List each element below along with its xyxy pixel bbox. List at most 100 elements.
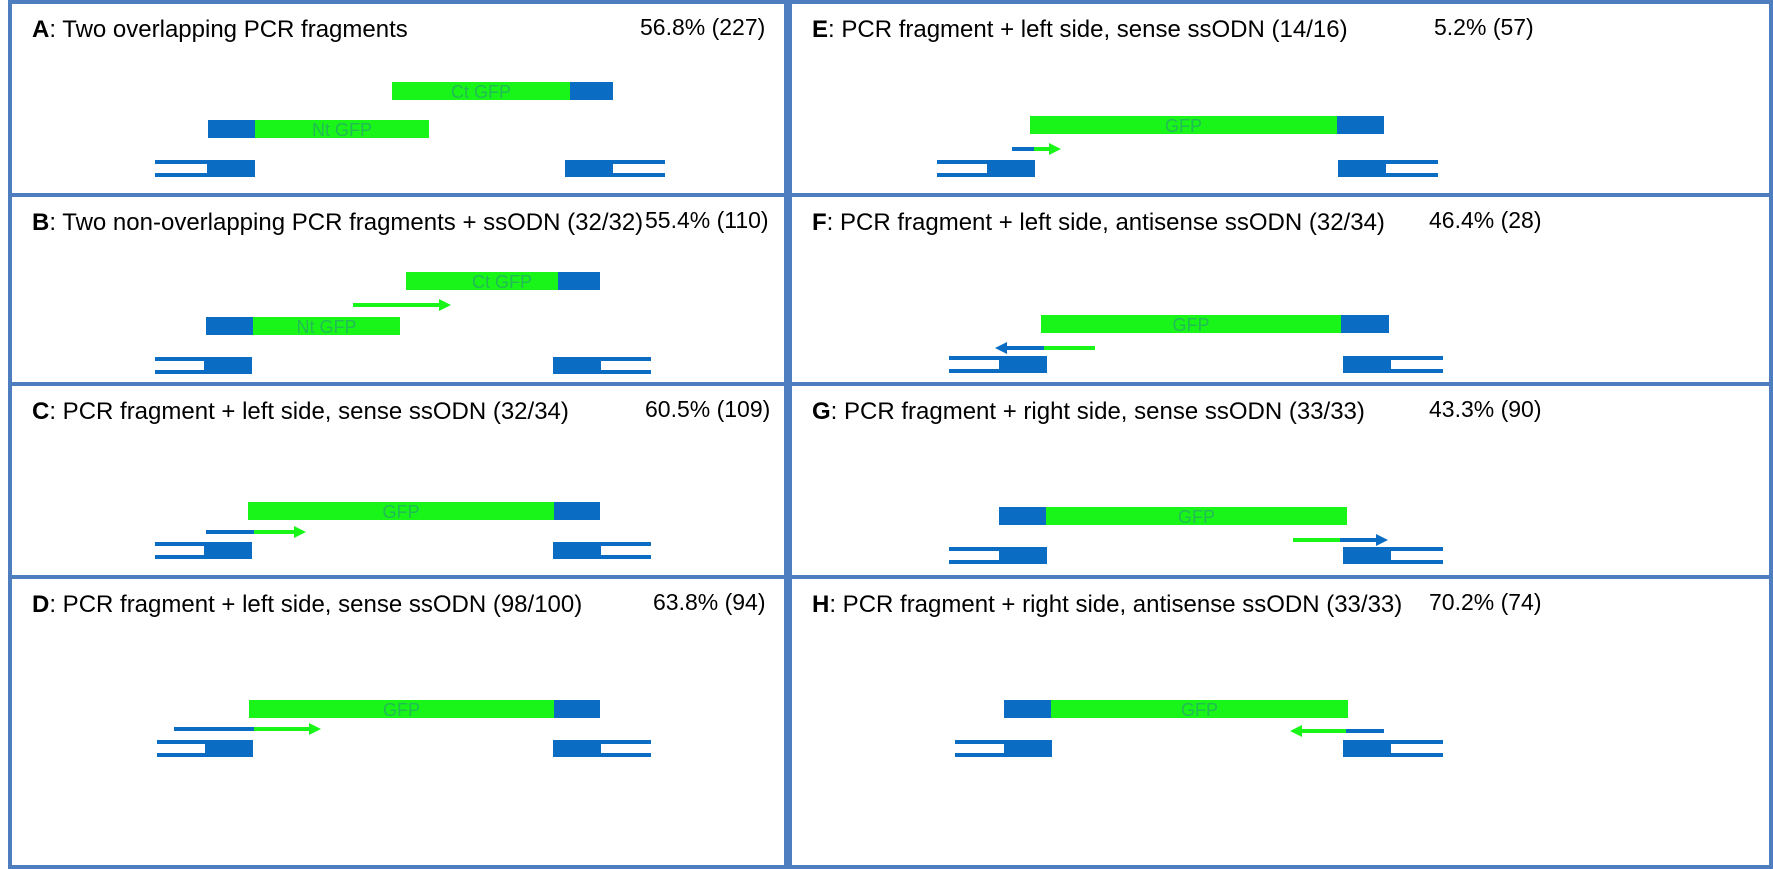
panel-b: B: Two non-overlapping PCR fragments + s… — [8, 193, 788, 386]
left-locus-block — [987, 160, 1035, 177]
right-locus-line-top — [613, 160, 665, 164]
nt-gfp-label: Nt GFP — [296, 317, 357, 337]
right-locus-block — [553, 740, 601, 757]
gfp-label: GFP — [1180, 700, 1218, 720]
panel-title-text: : PCR fragment + left side, sense ssODN … — [828, 16, 1348, 43]
gfp-label: GFP — [1177, 507, 1215, 527]
panel-title: A: Two overlapping PCR fragments — [32, 16, 408, 44]
ssodn-arm-segment — [1007, 346, 1044, 350]
right-locus-line-bottom — [613, 173, 665, 177]
nt-gfp-bar — [253, 317, 400, 335]
gfp-bar — [248, 502, 554, 520]
ssodn-arrow-head — [294, 526, 306, 538]
panel-stat: 56.8% (227) — [640, 14, 766, 40]
left-locus-block — [999, 356, 1047, 373]
panel-title-text: : PCR fragment + right side, antisense s… — [829, 591, 1403, 618]
gfp-bar — [1051, 700, 1348, 718]
left-homology-arm — [999, 507, 1046, 525]
ssodn-arrow-line — [353, 303, 439, 307]
right-locus-line-top — [1386, 160, 1438, 164]
left-locus-block — [205, 740, 253, 757]
ssodn-arrow-line — [254, 530, 294, 534]
ssodn-arm-segment — [1012, 147, 1034, 151]
panel-title-text: : PCR fragment + left side, antisense ss… — [826, 209, 1385, 236]
right-homology-arm — [554, 700, 600, 718]
right-locus-line-top — [601, 357, 651, 361]
ssodn-arm-segment — [1340, 538, 1376, 542]
panel-title: H: PCR fragment + right side, antisense … — [812, 591, 1402, 619]
right-homology-arm — [1337, 116, 1384, 134]
left-locus-line-bottom — [937, 173, 987, 177]
ssodn-arrow-line — [1034, 147, 1049, 151]
right-locus-line-bottom — [601, 370, 651, 374]
right-homology-arm — [558, 272, 600, 290]
left-locus-line-top — [955, 740, 1004, 744]
right-locus-block — [1338, 160, 1386, 177]
right-locus-line-bottom — [1391, 560, 1443, 564]
gfp-label: GFP — [1172, 315, 1210, 335]
panel-title-text: : PCR fragment + right side, sense ssODN… — [830, 398, 1365, 425]
ssodn-arrow-head — [995, 342, 1007, 354]
right-locus-line-top — [601, 542, 651, 546]
left-locus-line-top — [949, 547, 999, 551]
right-locus-block — [1343, 356, 1391, 373]
left-locus-block — [1004, 740, 1052, 757]
gfp-label: GFP — [382, 700, 420, 720]
panel-e: E: PCR fragment + left side, sense ssODN… — [788, 0, 1773, 197]
ssodn-arrow-head — [1049, 143, 1061, 155]
right-locus-line-top — [1391, 356, 1443, 360]
right-homology-arm — [570, 82, 613, 100]
ssodn-arrow-line — [1302, 729, 1346, 733]
right-locus-line-bottom — [1391, 369, 1443, 373]
left-locus-line-top — [155, 357, 204, 361]
ssodn-arrow-line — [1293, 538, 1340, 542]
right-locus-line-top — [601, 740, 651, 744]
right-locus-block — [1343, 547, 1391, 564]
gfp-label: GFP — [382, 502, 420, 522]
left-locus-line-bottom — [155, 370, 204, 374]
ct-gfp-label: Ct GFP — [471, 272, 532, 292]
nt-gfp-bar — [255, 120, 429, 138]
left-locus-line-top — [155, 160, 207, 164]
left-homology-arm — [1004, 700, 1051, 718]
panel-h: H: PCR fragment + right side, antisense … — [788, 575, 1773, 869]
left-homology-arm — [206, 317, 253, 335]
ct-gfp-label: Ct GFP — [450, 82, 511, 102]
panel-title-text: : PCR fragment + left side, sense ssODN … — [49, 591, 583, 618]
ssodn-arrow-head — [309, 723, 321, 735]
ssodn-arm-segment — [174, 727, 254, 731]
panel-stat: 63.8% (94) — [653, 589, 766, 615]
right-locus-block — [553, 542, 601, 559]
panel-title: F: PCR fragment + left side, antisense s… — [812, 209, 1385, 237]
left-locus-block — [207, 160, 255, 177]
panel-letter: D — [32, 591, 50, 618]
panel-title: E: PCR fragment + left side, sense ssODN… — [812, 16, 1348, 44]
left-locus-line-bottom — [155, 555, 204, 559]
ssodn-arrow-head — [1290, 725, 1302, 737]
panel-stat: 43.3% (90) — [1429, 396, 1542, 422]
right-locus-block — [553, 357, 601, 374]
ssodn-arrow-head — [439, 299, 451, 311]
left-locus-line-bottom — [955, 753, 1004, 757]
left-locus-line-top — [937, 160, 987, 164]
right-homology-arm — [554, 502, 600, 520]
ssodn-arrow-head — [1376, 534, 1388, 546]
left-locus-line-bottom — [949, 369, 999, 373]
panel-letter: C — [32, 398, 50, 425]
left-locus-line-top — [155, 542, 204, 546]
panel-letter: A — [32, 16, 50, 43]
panel-letter: G — [812, 398, 831, 425]
ssodn-arm-segment — [206, 530, 254, 534]
left-locus-line-top — [157, 740, 205, 744]
panel-letter: H — [812, 591, 830, 618]
panel-stat: 46.4% (28) — [1429, 207, 1542, 233]
panel-stat: 5.2% (57) — [1434, 14, 1534, 40]
gfp-bar — [1041, 315, 1341, 333]
panel-title: C: PCR fragment + left side, sense ssODN… — [32, 398, 569, 426]
gfp-bar — [249, 700, 554, 718]
gfp-bar — [1030, 116, 1337, 134]
panel-title: G: PCR fragment + right side, sense ssOD… — [812, 398, 1365, 426]
panel-stat: 55.4% (110) — [645, 207, 769, 233]
panel-title-text: : Two non-overlapping PCR fragments + ss… — [49, 209, 644, 236]
right-locus-line-bottom — [1386, 173, 1438, 177]
